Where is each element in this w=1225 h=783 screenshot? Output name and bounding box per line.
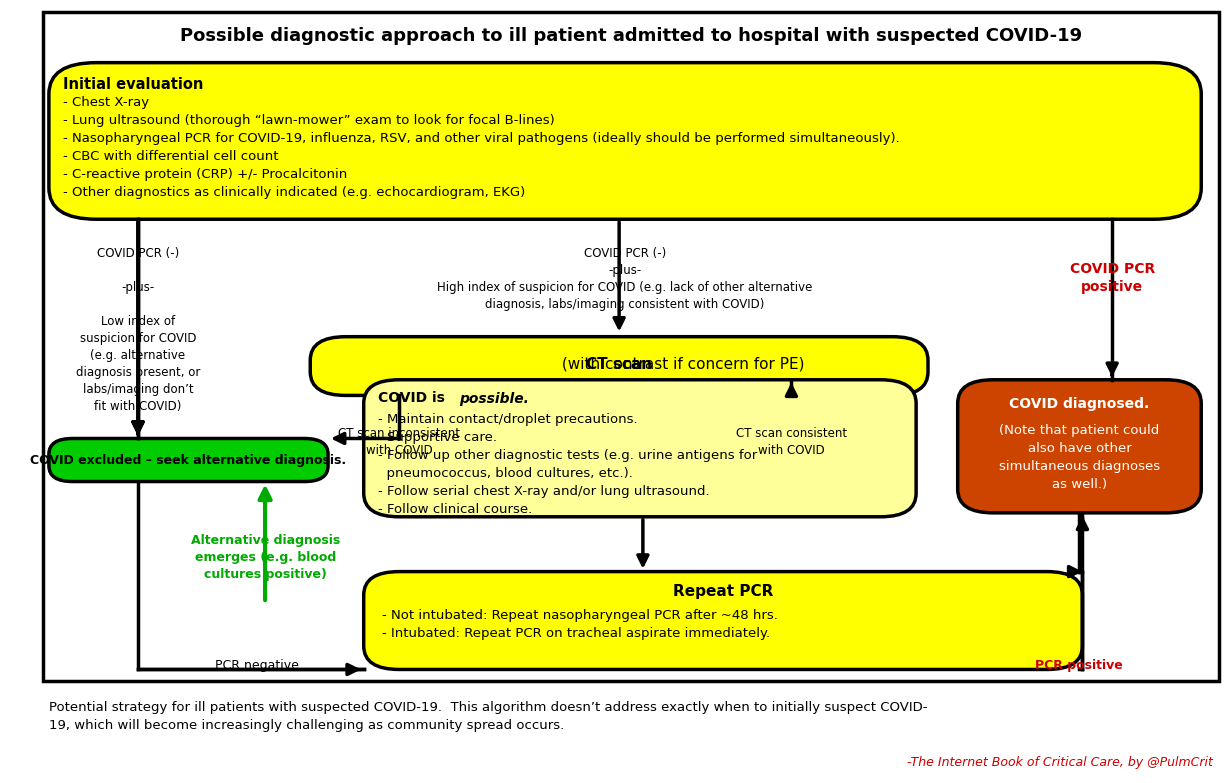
Text: PCR positive: PCR positive <box>1035 659 1122 673</box>
Text: CT scan: CT scan <box>586 357 652 372</box>
FancyBboxPatch shape <box>364 380 916 517</box>
Text: Alternative diagnosis
emerges (e.g. blood
cultures positive): Alternative diagnosis emerges (e.g. bloo… <box>191 534 341 582</box>
FancyBboxPatch shape <box>958 380 1202 513</box>
Text: CT scan inconsistent
with COVID: CT scan inconsistent with COVID <box>338 427 461 456</box>
Text: Initial evaluation: Initial evaluation <box>64 77 203 92</box>
Text: Repeat PCR: Repeat PCR <box>673 584 773 599</box>
Text: - Not intubated: Repeat nasopharyngeal PCR after ~48 hrs.
- Intubated: Repeat PC: - Not intubated: Repeat nasopharyngeal P… <box>381 609 778 640</box>
Text: CT scan consistent
with COVID: CT scan consistent with COVID <box>736 427 846 456</box>
FancyBboxPatch shape <box>49 63 1202 219</box>
FancyBboxPatch shape <box>49 438 328 482</box>
Text: - Maintain contact/droplet precautions.
- Supportive care.
- Follow up other dia: - Maintain contact/droplet precautions. … <box>379 413 757 516</box>
Text: COVID diagnosed.: COVID diagnosed. <box>1009 397 1149 411</box>
Text: -The Internet Book of Critical Care, by @PulmCrit: -The Internet Book of Critical Care, by … <box>908 756 1213 769</box>
Text: COVID PCR (-)

-plus-

Low index of
suspicion for COVID
(e.g. alternative
diagno: COVID PCR (-) -plus- Low index of suspic… <box>76 247 200 413</box>
Text: Possible diagnostic approach to ill patient admitted to hospital with suspected : Possible diagnostic approach to ill pati… <box>180 27 1082 45</box>
Text: COVID excluded – seek alternative diagnosis.: COVID excluded – seek alternative diagno… <box>31 453 347 467</box>
Text: (with contrast if concern for PE): (with contrast if concern for PE) <box>557 357 805 372</box>
Text: COVID is: COVID is <box>379 392 450 406</box>
Text: (Note that patient could
also have other
simultaneous diagnoses
as well.): (Note that patient could also have other… <box>998 424 1160 492</box>
Text: Potential strategy for ill patients with suspected COVID-19.  This algorithm doe: Potential strategy for ill patients with… <box>49 701 927 732</box>
FancyBboxPatch shape <box>310 337 929 395</box>
Text: COVID PCR
positive: COVID PCR positive <box>1069 262 1155 294</box>
Text: PCR negative: PCR negative <box>214 659 299 673</box>
Text: - Chest X-ray
- Lung ultrasound (thorough “lawn-mower” exam to look for focal B-: - Chest X-ray - Lung ultrasound (thoroug… <box>64 96 900 199</box>
FancyBboxPatch shape <box>364 572 1083 669</box>
Text: possible.: possible. <box>458 392 529 406</box>
Text: COVID PCR (-)
-plus-
High index of suspicion for COVID (e.g. lack of other alter: COVID PCR (-) -plus- High index of suspi… <box>437 247 812 311</box>
